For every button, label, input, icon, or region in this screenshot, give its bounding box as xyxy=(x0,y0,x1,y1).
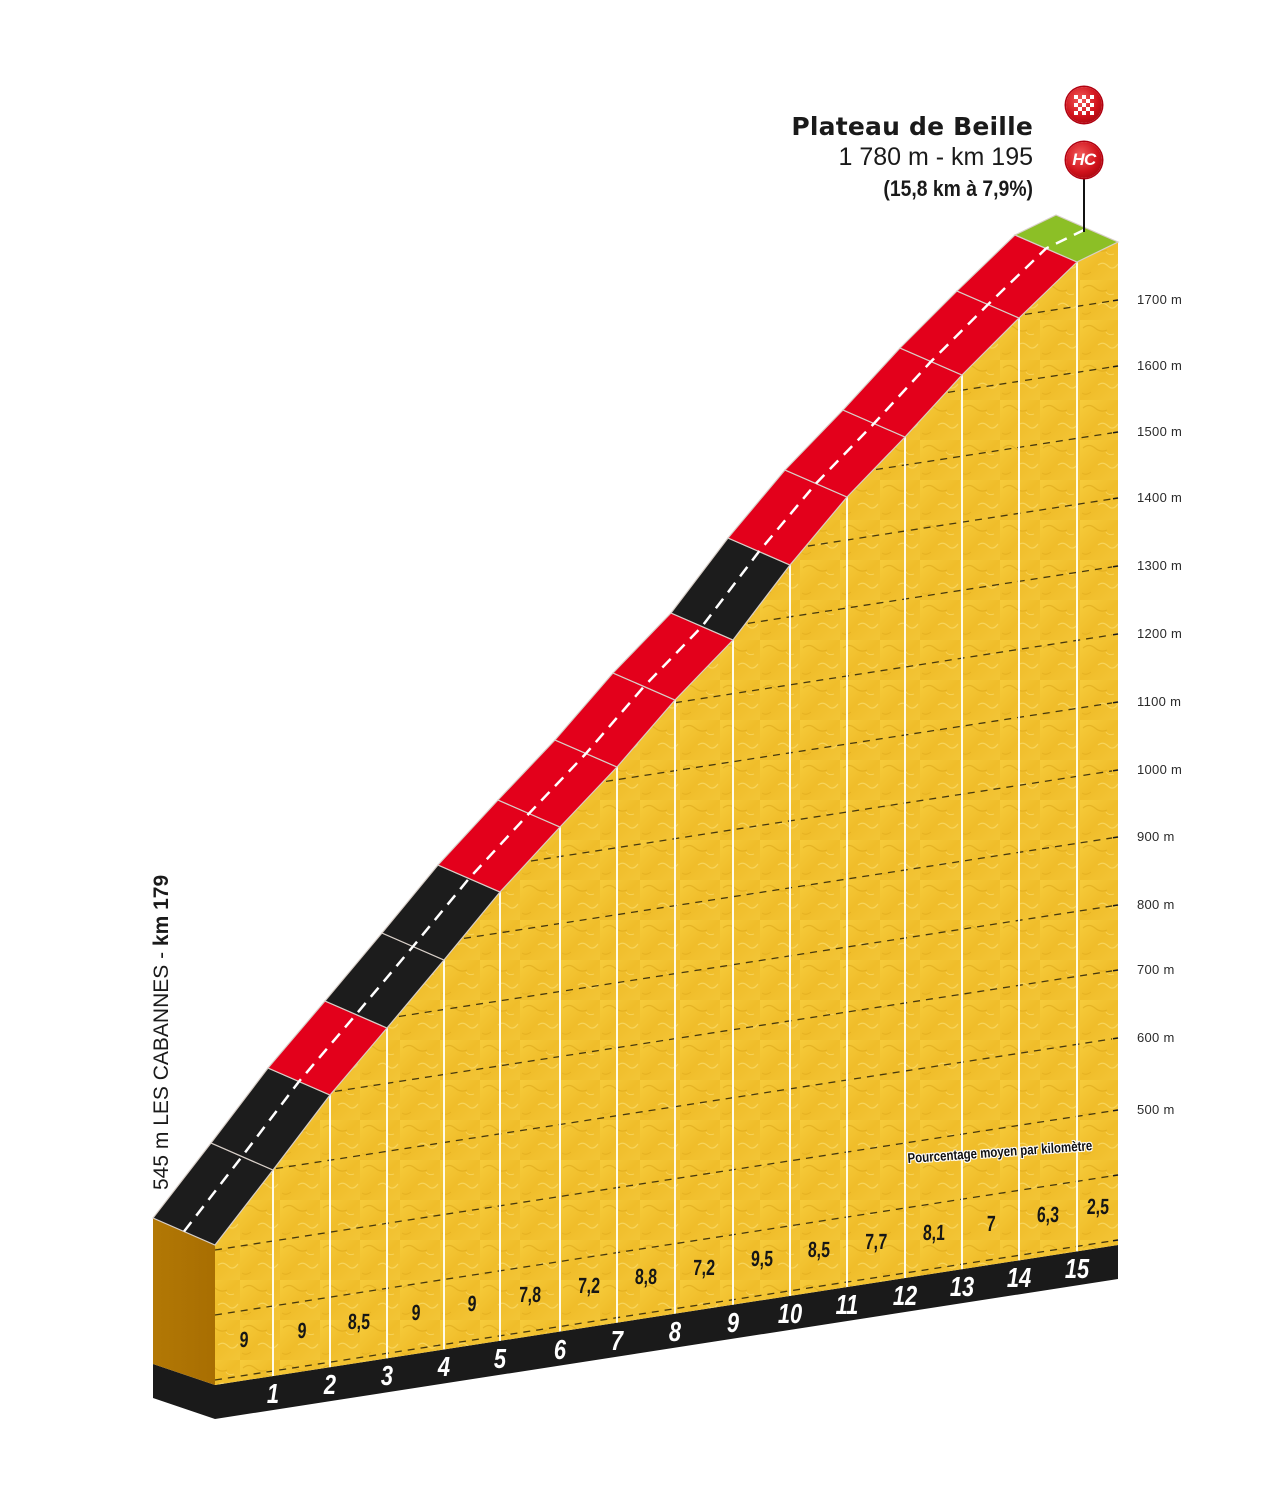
km-marker: 4 xyxy=(437,1351,451,1383)
summit-name: Plateau de Beille xyxy=(791,112,1033,141)
start-label: 545 m LES CABANNES - km 179 xyxy=(150,875,174,1190)
altitude-tick-label: 1300 m xyxy=(1137,558,1183,573)
finish-checkered-flag-icon xyxy=(1066,87,1102,123)
altitude-tick-label: 1500 m xyxy=(1137,424,1183,439)
altitude-tick-label: 500 m xyxy=(1137,1102,1175,1117)
km-marker: 9 xyxy=(726,1306,740,1338)
gradient-label: 7,2 xyxy=(692,1255,716,1281)
km-marker: 11 xyxy=(835,1289,859,1320)
start-altitude-town: 545 m LES CABANNES - xyxy=(150,946,173,1190)
km-marker: 10 xyxy=(777,1297,803,1329)
km-marker: 3 xyxy=(380,1360,394,1392)
km-divider-lines xyxy=(272,262,1078,1377)
summit-climb-stats: (15,8 km à 7,9%) xyxy=(883,176,1033,201)
gradient-label: 7,8 xyxy=(518,1282,542,1308)
gradient-label: 9 xyxy=(410,1299,421,1325)
gradient-label: 8,5 xyxy=(346,1308,371,1334)
altitude-tick-label: 700 m xyxy=(1137,962,1175,977)
gradient-label: 7,2 xyxy=(576,1273,601,1299)
gradient-label: 8,5 xyxy=(806,1237,831,1263)
altitude-tick-label: 1100 m xyxy=(1137,694,1182,709)
km-marker: 14 xyxy=(1006,1262,1032,1294)
km-marker: 13 xyxy=(949,1271,975,1303)
gradient-label: 9 xyxy=(466,1291,478,1317)
altitude-tick-label: 1000 m xyxy=(1137,762,1183,777)
altitude-tick-label: 1600 m xyxy=(1137,358,1183,373)
gradient-label: 7 xyxy=(985,1210,996,1236)
altitude-tick-label: 1700 m xyxy=(1137,292,1183,307)
gradient-label: 9 xyxy=(296,1317,307,1343)
gradient-label: 9 xyxy=(238,1326,250,1352)
km-marker: 15 xyxy=(1064,1253,1090,1285)
gradient-label: 6,3 xyxy=(1036,1201,1060,1227)
gradient-label: 9,5 xyxy=(749,1246,774,1272)
terrain-front-face xyxy=(215,242,1118,1385)
km-marker: 2 xyxy=(323,1369,337,1401)
base-strip xyxy=(153,1218,1118,1419)
km-marker: 1 xyxy=(266,1378,280,1409)
hc-label: HC xyxy=(1072,150,1096,169)
gradient-label: 8,8 xyxy=(634,1264,658,1290)
altitude-tick-label: 1400 m xyxy=(1137,490,1183,505)
km-marker: 12 xyxy=(892,1280,918,1312)
altitude-tick-label: 1200 m xyxy=(1137,626,1183,641)
road-top-surface xyxy=(152,214,1120,1246)
gradient-label: 8,1 xyxy=(921,1219,946,1245)
summit-altitude-km: 1 780 m - km 195 xyxy=(838,143,1033,171)
gradient-label: 7,7 xyxy=(864,1228,888,1254)
km-marker: 6 xyxy=(553,1333,567,1365)
hc-category-icon: HC xyxy=(1066,142,1102,178)
km-marker: 7 xyxy=(610,1324,624,1356)
altitude-tick-label: 900 m xyxy=(1137,829,1175,844)
altitude-tick-label: 600 m xyxy=(1137,1030,1175,1045)
gradient-label: 2,5 xyxy=(1085,1194,1110,1220)
terrain-side-face xyxy=(153,1218,215,1385)
start-km: km 179 xyxy=(150,874,173,947)
altitude-tick-label: 800 m xyxy=(1137,897,1175,912)
km-marker: 5 xyxy=(493,1342,507,1374)
km-marker: 8 xyxy=(668,1315,682,1347)
